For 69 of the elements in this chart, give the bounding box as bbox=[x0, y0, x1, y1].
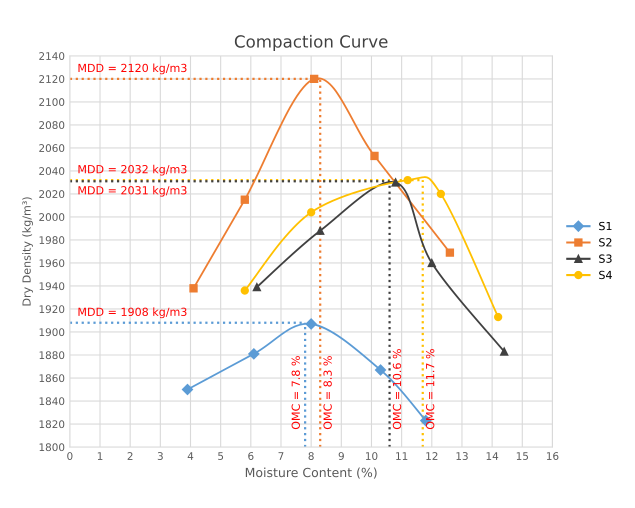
point bbox=[306, 318, 317, 330]
legend-label: S3 bbox=[599, 254, 612, 263]
ref-line-label: MDD = 1908 kg/m3 bbox=[78, 307, 187, 318]
x-tick-label: 5 bbox=[218, 452, 224, 460]
x-tick-label: 1 bbox=[98, 452, 102, 460]
y-tick-label: 1900 bbox=[40, 328, 64, 336]
x-tick-label: 4 bbox=[188, 452, 194, 460]
x-tick-label: 10 bbox=[366, 452, 378, 460]
y-tick-label: 1880 bbox=[40, 351, 64, 360]
ref-line-label: OMC = 10.6 % bbox=[392, 349, 402, 430]
ref-line-label: OMC = 7.8 % bbox=[292, 356, 300, 430]
x-tick-label: 3 bbox=[158, 452, 163, 460]
ref-line-label: MDD = 2120 kg/m3 bbox=[78, 64, 187, 74]
y-tick-label: 1980 bbox=[40, 236, 64, 244]
point bbox=[500, 347, 508, 356]
point bbox=[189, 284, 198, 292]
x-tick-label: 6 bbox=[248, 452, 254, 460]
point bbox=[370, 152, 379, 160]
y-tick-label: 1800 bbox=[40, 443, 64, 452]
x-tick-label: 8 bbox=[308, 452, 314, 460]
point bbox=[248, 348, 260, 360]
point bbox=[494, 312, 502, 322]
ref-line-label: OMC = 11.7 % bbox=[426, 349, 434, 430]
x-tick-label: 15 bbox=[516, 452, 528, 460]
y-tick-label: 2140 bbox=[39, 52, 64, 60]
y-tick-label: 2120 bbox=[39, 75, 64, 83]
ref-line-label: MDD = 2031 kg/m3 bbox=[78, 186, 187, 197]
y-tick-label: 1940 bbox=[40, 282, 64, 290]
x-tick-label: 2 bbox=[128, 452, 132, 460]
point bbox=[404, 176, 412, 184]
point bbox=[428, 258, 436, 268]
point bbox=[182, 384, 194, 396]
point bbox=[310, 74, 318, 84]
point bbox=[252, 282, 262, 292]
point bbox=[306, 208, 316, 217]
y-tick-label: 1860 bbox=[40, 374, 64, 382]
chart-title: Compaction Curve bbox=[234, 34, 388, 52]
y-tick-label: 2020 bbox=[39, 190, 64, 198]
point bbox=[436, 190, 446, 198]
legend-label: S2 bbox=[599, 238, 612, 247]
point bbox=[391, 178, 400, 187]
y-tick-label: 1820 bbox=[40, 420, 64, 428]
x-tick-label: 16 bbox=[546, 452, 558, 460]
y-tick-label: 1960 bbox=[40, 259, 64, 268]
legend-label: S1 bbox=[599, 222, 612, 230]
y-tick-label: 2060 bbox=[39, 144, 64, 152]
x-tick-label: 12 bbox=[426, 452, 438, 460]
point bbox=[240, 196, 249, 204]
y-tick-label: 2000 bbox=[39, 213, 64, 222]
legend-label: S4 bbox=[599, 270, 612, 280]
x-tick-label: 14 bbox=[486, 452, 498, 460]
y-axis-title: Dry Density (kg/m³) bbox=[22, 197, 33, 306]
y-tick-label: 1840 bbox=[40, 397, 64, 406]
point bbox=[374, 364, 386, 376]
y-tick-label: 1920 bbox=[40, 305, 64, 314]
ref-line-label: OMC = 8.3 % bbox=[323, 356, 332, 430]
y-tick-label: 2040 bbox=[39, 167, 64, 176]
y-tick-label: 2100 bbox=[39, 98, 64, 106]
x-tick-label: 0 bbox=[67, 452, 72, 460]
point bbox=[446, 248, 454, 257]
x-tick-label: 7 bbox=[278, 452, 284, 460]
x-tick-label: 13 bbox=[456, 452, 468, 460]
x-axis-title: Moisture Content (%) bbox=[246, 468, 377, 479]
x-tick-label: 9 bbox=[338, 452, 344, 460]
point bbox=[316, 226, 324, 235]
point bbox=[240, 286, 249, 295]
y-tick-label: 2080 bbox=[39, 121, 64, 130]
ref-line-label: MDD = 2032 kg/m3 bbox=[78, 164, 187, 176]
x-tick-label: 11 bbox=[396, 452, 408, 460]
